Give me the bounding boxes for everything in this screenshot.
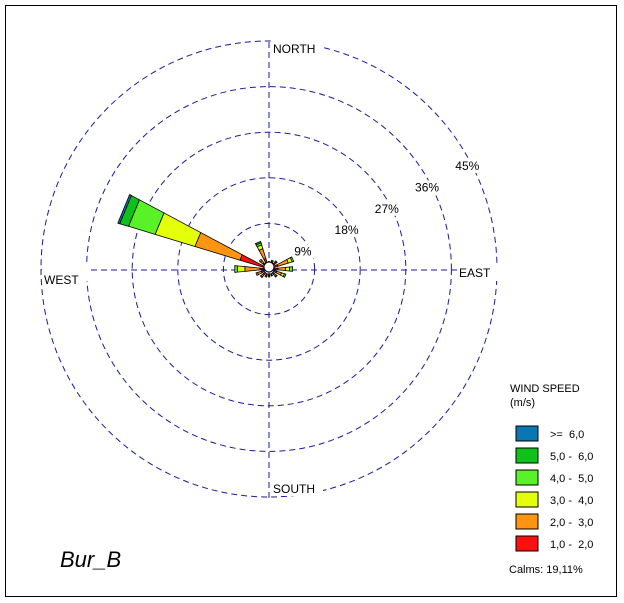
legend-label-1: 5,0 - 6,0	[550, 451, 593, 463]
petal-202.5-bin-1	[264, 274, 268, 278]
ring-18	[177, 177, 361, 361]
legend-swatch-2	[515, 469, 539, 486]
site-label: Bur_B	[60, 547, 121, 572]
ring-label-9: 9%	[294, 245, 312, 259]
legend-label-0: >= 6,0	[550, 429, 584, 441]
petal-292.5-bin-5	[117, 194, 132, 225]
legend-title: WIND SPEED	[510, 383, 580, 395]
legend-items: >= 6,0 5,0 - 6,0 4,0 - 5,0 3,0 - 4,0 2,0 - 3…	[515, 425, 593, 552]
petal-67.5-bin-3	[289, 256, 295, 263]
petal-45-bin-2	[274, 260, 278, 264]
legend-swatch-1	[515, 447, 539, 464]
petal-22.5-bin-2	[271, 259, 274, 263]
legend-swatch-3	[515, 491, 539, 508]
ring-label-36: 36%	[415, 180, 439, 194]
petal-292.5-bin-1	[194, 231, 243, 261]
center-circle	[263, 261, 275, 273]
petal-247.5-bin-2	[255, 271, 259, 276]
chart-frame	[5, 5, 617, 597]
legend-label-2: 4,0 - 5,0	[550, 473, 593, 485]
petal-180-bin-1	[267, 275, 271, 277]
petal-270-bin-0	[259, 267, 265, 271]
ring-labels: 9% 18% 27% 36% 45%	[293, 158, 485, 259]
direction-south-label: SOUTH	[273, 482, 315, 496]
petal-90-bin-3	[289, 266, 294, 272]
ring-label-45: 45%	[455, 159, 479, 173]
direction-north-label: NORTH	[273, 42, 315, 56]
petal-90-bin-1	[277, 266, 287, 272]
petal-225-bin-2	[259, 274, 264, 279]
petal-90-bin-2	[285, 266, 291, 272]
legend-unit: (m/s)	[510, 397, 535, 409]
petal-315-bin-2	[258, 258, 263, 263]
legend-label-3: 3,0 - 4,0	[550, 495, 593, 507]
legend-label-4: 2,0 - 3,0	[550, 517, 593, 529]
petal-157.5-bin-1	[270, 274, 274, 277]
legend-label-5: 1,0 - 2,0	[550, 539, 593, 551]
axes	[41, 42, 497, 498]
petal-270-bin-3	[234, 265, 238, 273]
calms-label: Calms: 19,11%	[509, 564, 583, 576]
legend-swatch-4	[515, 513, 539, 530]
petal-67.5-bin-1	[276, 258, 289, 267]
legend-swatch-0	[515, 425, 539, 442]
direction-west-label: WEST	[44, 273, 79, 287]
petal-337.5-bin-4	[254, 240, 262, 246]
petal-270-bin-1	[244, 266, 261, 272]
direction-east-label: EAST	[459, 266, 491, 280]
petal-270-bin-2	[236, 265, 246, 273]
legend-swatch-5	[515, 535, 539, 552]
petal-90-bin-0	[273, 267, 279, 271]
petal-135-bin-2	[274, 274, 278, 278]
petal-112.5-bin-3	[282, 273, 287, 278]
ring-label-18: 18%	[335, 223, 359, 237]
ring-label-27: 27%	[375, 202, 399, 216]
